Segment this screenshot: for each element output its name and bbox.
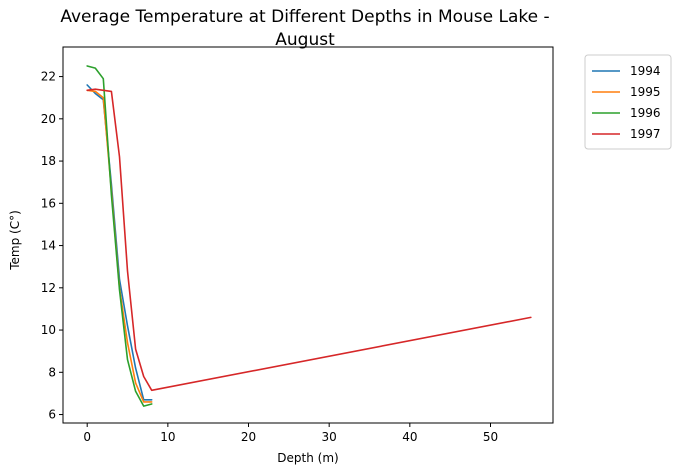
y-tick-label: 6 bbox=[48, 408, 56, 422]
x-tick-label: 20 bbox=[241, 430, 256, 444]
series-line-1996 bbox=[86, 65, 153, 407]
series-line-1997 bbox=[86, 88, 532, 392]
legend-frame bbox=[584, 54, 672, 150]
x-axis-ticks: 0 10 20 30 40 50 bbox=[83, 423, 498, 444]
x-tick-label: 40 bbox=[402, 430, 417, 444]
y-tick-label: 18 bbox=[41, 154, 56, 168]
legend: 1994 1995 1996 1997 bbox=[584, 54, 672, 150]
x-tick-label: 50 bbox=[483, 430, 498, 444]
y-tick-label: 16 bbox=[41, 196, 56, 210]
x-tick-label: 0 bbox=[83, 430, 91, 444]
y-axis-label: Temp (C°) bbox=[8, 210, 22, 271]
y-tick-label: 20 bbox=[41, 112, 56, 126]
chart-title-line-2: August bbox=[275, 30, 335, 50]
plot-area-frame bbox=[62, 46, 554, 424]
y-tick-label: 12 bbox=[41, 281, 56, 295]
series-line-1995 bbox=[86, 89, 153, 403]
chart-title-line-1: Average Temperature at Different Depths … bbox=[60, 7, 549, 27]
y-tick-label: 10 bbox=[41, 323, 56, 337]
series-line-1994 bbox=[86, 84, 153, 401]
y-axis-ticks: 6 8 10 12 14 16 18 20 22 bbox=[41, 70, 63, 422]
y-tick-label: 22 bbox=[41, 70, 56, 84]
y-tick-label: 14 bbox=[41, 239, 56, 253]
legend-label-1994: 1994 bbox=[630, 64, 661, 78]
legend-label-1995: 1995 bbox=[630, 85, 661, 99]
y-tick-label: 8 bbox=[48, 365, 56, 379]
legend-label-1996: 1996 bbox=[630, 106, 661, 120]
plot-marks bbox=[86, 65, 532, 407]
legend-label-1997: 1997 bbox=[630, 127, 661, 141]
x-axis-label: Depth (m) bbox=[277, 451, 338, 465]
x-tick-label: 10 bbox=[160, 430, 175, 444]
x-tick-label: 30 bbox=[322, 430, 337, 444]
